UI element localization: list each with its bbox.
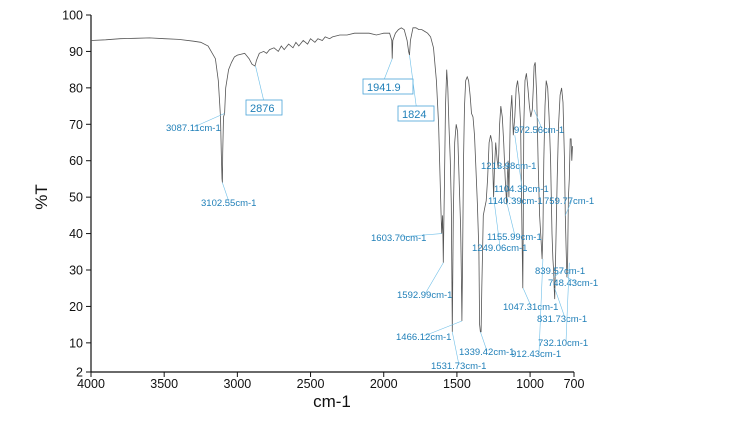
peak-annotation: 1603.70cm-1 [371,233,442,244]
peak-annotation: 972.56cm-1 [514,109,564,136]
annotation-leader-line [409,55,418,113]
peak-annotation: 732.10cm-1 [538,262,588,349]
annotation-leader-line [509,196,517,201]
annotation-label: 831.73cm-1 [537,314,587,325]
annotation-label-box [245,99,283,116]
y-tick-label: 100 [62,9,83,23]
y-tick-label: 60 [69,154,83,168]
annotation-label: 972.56cm-1 [514,125,564,136]
annotation-label: 1824 [402,109,426,121]
x-tick-label: 700 [564,377,585,391]
annotation-label: 1249.06cm-1 [472,243,527,254]
peak-annotation: 1339.42cm-1 [459,331,514,358]
annotation-leader-line [255,65,266,107]
peak-annotation: 1531.73cm-1 [431,331,486,372]
annotation-label-box [362,78,414,95]
y-tick-label: 10 [69,336,83,350]
annotation-label: 1140.39cm-1 [488,196,543,207]
x-tick-label: 2500 [297,377,325,391]
annotation-leader-line [493,197,501,248]
peak-annotation: 1155.99cm-1 [487,204,542,243]
y-tick-label: 80 [69,81,83,95]
peak-annotation: 1466.12cm-1 [396,320,462,343]
axes [90,15,574,373]
annotation-leader-line [554,288,566,319]
x-tick-label: 3500 [150,377,178,391]
annotation-leader-line [514,135,523,189]
x-tick-label: 3000 [223,377,251,391]
peak-annotation: 1249.06cm-1 [472,197,527,254]
peak-annotation: 1213.98cm-1 [481,161,536,172]
annotation-label: 748.43cm-1 [548,278,598,289]
peak-annotation: 831.73cm-1 [537,288,587,325]
annotation-label: 1603.70cm-1 [371,233,426,244]
annotation-label-box [397,105,435,122]
annotation-leader-line [222,182,230,203]
annotation-leader-line [538,259,544,354]
y-tick-label: 50 [69,191,83,205]
x-tick-label: 1500 [443,377,471,391]
x-tick-label: 4000 [77,377,105,391]
annotation-leader-line [565,262,570,343]
x-tick-label: 1000 [516,377,544,391]
annotation-label: 912.43cm-1 [511,349,561,360]
annotation-leader-line [398,233,442,238]
annotation-label: 3102.55cm-1 [201,198,256,209]
peak-annotation: 759.77cm-1 [544,196,594,216]
annotation-leader-line [506,204,516,237]
annotation-label: 3087.11cm-1 [166,123,221,134]
peak-annotation: 839.57cm-1 [535,266,585,278]
annotation-leader-line [480,331,488,352]
peak-annotation: 748.43cm-1 [548,277,598,289]
peak-annotation: 1140.39cm-1 [488,196,543,207]
peak-annotation: 912.43cm-1 [511,259,561,360]
peak-annotations: 3087.11cm-1 3102.55cm-1 2876 1941.9 1824 1603… [166,55,598,372]
annotation-label: 1466.12cm-1 [396,332,451,343]
peak-annotation: 1047.31cm-1 [503,288,558,313]
annotation-label: 1531.73cm-1 [431,361,486,372]
annotation-label: 1155.99cm-1 [487,232,542,243]
annotation-label: 1047.31cm-1 [503,302,558,313]
annotation-leader-line [553,269,564,278]
annotation-label: 839.57cm-1 [535,266,585,277]
y-tick-label: 70 [69,118,83,132]
y-tick-label: 20 [69,300,83,314]
y-tick-label: 30 [69,264,83,278]
y-axis-title: %T [32,184,51,210]
annotation-leader-line [533,109,543,130]
annotation-label: 759.77cm-1 [544,196,594,207]
peak-annotation: 1824 [397,55,435,122]
peak-annotation: 1941.9 [362,58,414,95]
annotation-leader-line [564,199,573,216]
spectrum-layer [90,27,573,333]
annotation-label: 1339.42cm-1 [459,347,514,358]
y-tick-label: 2 [76,366,83,380]
annotation-leader-line [522,288,532,307]
annotation-leader-line [424,262,444,295]
x-axis-title: cm-1 [313,392,351,411]
spectrum-line [90,27,573,333]
y-tick-label: 40 [69,227,83,241]
annotation-label: 1592.99cm-1 [397,290,452,301]
annotation-label: 1213.98cm-1 [481,161,536,172]
annotation-leader-line [498,164,510,169]
annotation-label: 2876 [250,103,274,115]
peak-annotation: 3102.55cm-1 [201,182,256,209]
annotation-label: 1104.39cm-1 [494,184,549,195]
annotation-leader-line [193,113,225,128]
y-tick-label: 90 [69,45,83,59]
peak-annotation: 2876 [245,65,283,116]
annotation-leader-line [423,320,462,337]
peak-annotation: 1104.39cm-1 [494,135,549,195]
annotation-leader-line [451,331,460,366]
axis-ticks: 4000 3500 3000 2500 2000 1500 1000 700 2 10 20 30 40… [62,9,584,392]
peak-annotation: 3087.11cm-1 [166,113,225,134]
annotation-label: 1941.9 [367,82,401,94]
annotation-label: 732.10cm-1 [538,338,588,349]
x-tick-label: 2000 [370,377,398,391]
peak-annotation: 1592.99cm-1 [397,262,452,301]
